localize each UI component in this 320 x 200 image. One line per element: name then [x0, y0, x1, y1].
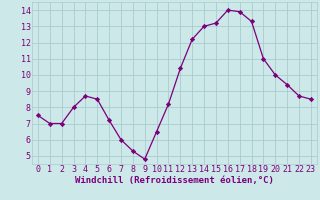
X-axis label: Windchill (Refroidissement éolien,°C): Windchill (Refroidissement éolien,°C): [75, 176, 274, 185]
